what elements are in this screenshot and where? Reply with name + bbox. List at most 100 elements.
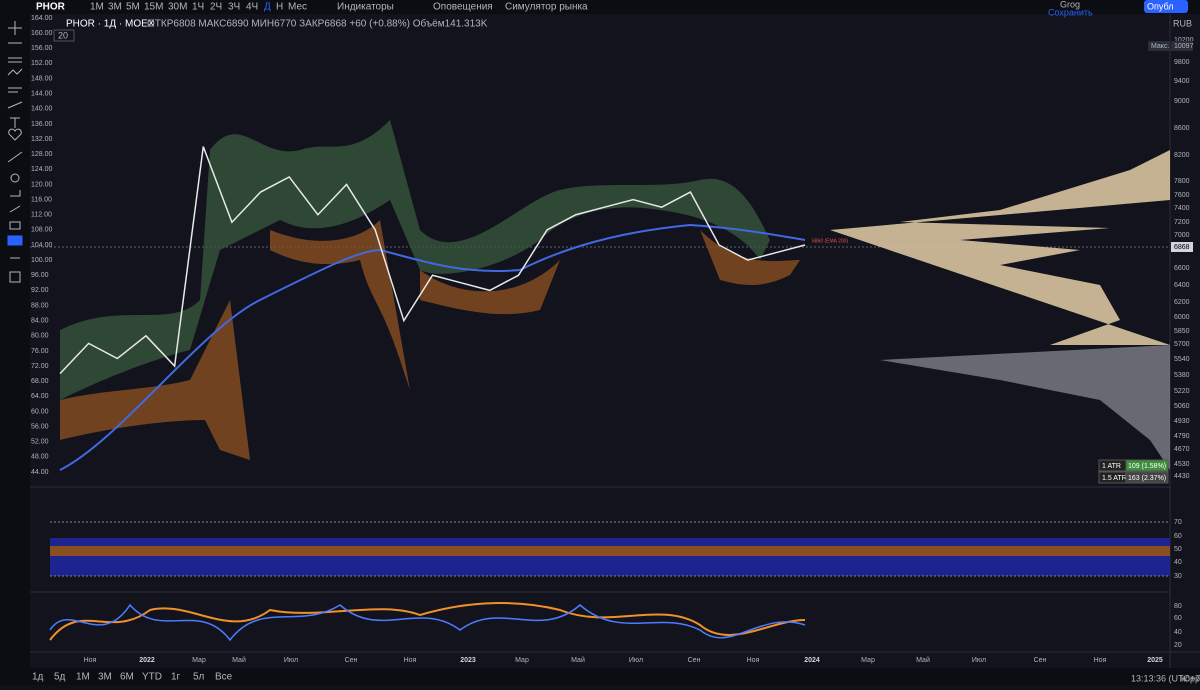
tool-icons[interactable] [7,21,23,283]
left-axis-label: 88.00 [31,302,49,309]
legend-title: PHOR · 1Д · MOEX [66,19,155,30]
publish[interactable]: Опубл [1147,1,1173,11]
oscillator-line [49,602,806,641]
left-axis-label: 64.00 [31,393,49,400]
right-axis-label: 4790 [1174,433,1190,440]
time-axis-label: Май [571,656,585,664]
right-axis-label: 4530 [1174,461,1190,468]
interval[interactable]: Н [276,2,283,13]
right-axis-label: 4930 [1174,418,1190,425]
replay[interactable]: Симулятор рынка [505,2,588,13]
left-axis-label: 80.00 [31,333,49,340]
right-axis-label: 7600 [1174,192,1190,199]
save[interactable]: Сохранить [1048,7,1093,17]
time-axis-label: Май [232,656,246,664]
right-axis-label: 5220 [1174,388,1190,395]
ema-200 [59,223,806,471]
left-axis-label: 84.00 [31,318,49,325]
time-axis-label: Сен [1034,657,1047,664]
interval[interactable]: 2Ч [210,2,222,13]
right-axis-label: 6000 [1174,314,1190,321]
range-button[interactable]: Все [215,672,233,683]
left-axis-label: 156.00 [31,45,53,52]
time-axis-label: Сен [345,657,358,664]
interval[interactable]: 15М [144,2,163,13]
interval[interactable]: 3М [108,2,122,13]
right-axis-label: 8600 [1174,125,1190,132]
legend-length: 20 [58,30,68,40]
atr-text: 1 ATR [1102,463,1121,470]
right-axis-label: 8200 [1174,152,1190,159]
indicators[interactable]: Индикаторы [337,2,394,13]
left-axis-label: 144.00 [31,91,53,98]
interval[interactable]: Д [264,2,271,13]
time-axis-label: Ноя [404,657,417,664]
interval[interactable]: 30М [168,2,187,13]
adjust[interactable]: корр [1181,673,1200,683]
left-axis-label: 100.00 [31,257,53,264]
left-axis-label: 152.00 [31,60,53,67]
osc-axis-label: 40 [1174,629,1182,636]
atr-cell [1125,459,1169,472]
range-button[interactable]: 5л [193,672,205,683]
cloud-band [60,120,770,400]
atr-text: 109 (1.58%) [1128,463,1166,470]
publish-button[interactable] [1144,0,1188,13]
interval[interactable]: 5М [126,2,140,13]
interval[interactable]: 3Ч [228,2,240,13]
atr-text: 163 (2.37%) [1128,475,1166,482]
volume-profile [830,150,1170,345]
interval[interactable]: 1М [90,2,104,13]
range-button[interactable]: YTD [142,672,162,683]
interval[interactable]: Мес [288,2,307,13]
time-axis-label: Июл [284,657,298,664]
left-axis-label: 108.00 [31,227,53,234]
range-button[interactable]: 5д [54,672,66,683]
volume-profile [880,345,1170,470]
left-axis-label: 136.00 [31,121,53,128]
left-axis-label: 68.00 [31,378,49,385]
left-axis-label: 120.00 [31,181,53,188]
time-axis-label: 2023 [460,657,476,664]
left-axis-label: 112.00 [31,212,52,219]
currency[interactable]: RUB [1173,18,1192,28]
right-axis-label: 9800 [1174,59,1190,66]
time-axis-label: Май [916,656,930,664]
right-axis-label: 5540 [1174,356,1190,363]
interval[interactable]: 4Ч [246,2,258,13]
time-axis-label: Ноя [1094,657,1107,664]
price-line [59,146,806,375]
left-axis-label: 116.00 [31,196,52,203]
time-axis-label: Ноя [747,657,760,664]
symbol[interactable]: PHOR [36,2,66,13]
time-axis-label: 2022 [139,657,155,664]
left-axis-label: 104.00 [31,242,53,249]
right-axis-label: 5380 [1174,372,1190,379]
left-axis-label: 128.00 [31,151,53,158]
right-axis-label: 9400 [1174,78,1190,85]
rsi-axis-label: 40 [1174,559,1182,566]
range-button[interactable]: 1г [171,672,181,683]
right-axis-label: 10097 [1174,43,1194,50]
range-button[interactable]: 1д [32,672,44,683]
atr-text: 1.5 ATR [1102,475,1127,482]
left-axis-label: 52.00 [31,439,49,446]
time-axis-label: Сен [688,657,701,664]
max-label: Макс. [1151,43,1169,50]
range-button[interactable]: 3М [98,672,112,683]
left-axis-label: 160.00 [31,30,53,37]
alerts[interactable]: Оповещения [433,2,493,13]
rsi-axis-label: 70 [1174,519,1182,526]
left-axis-label: 44.00 [31,469,49,476]
interval[interactable]: 1Ч [192,2,204,13]
price-badge [1171,41,1193,51]
right-axis-label: 7200 [1174,219,1190,226]
right-axis-label: 6200 [1174,299,1190,306]
rsi-band [50,546,1170,556]
range-button[interactable]: 6М [120,672,134,683]
right-axis-label: 7800 [1174,178,1190,185]
user[interactable]: Grog [1060,0,1080,9]
left-axis-label: 140.00 [31,106,53,113]
atr-cell [1125,471,1169,484]
range-button[interactable]: 1М [76,672,90,683]
